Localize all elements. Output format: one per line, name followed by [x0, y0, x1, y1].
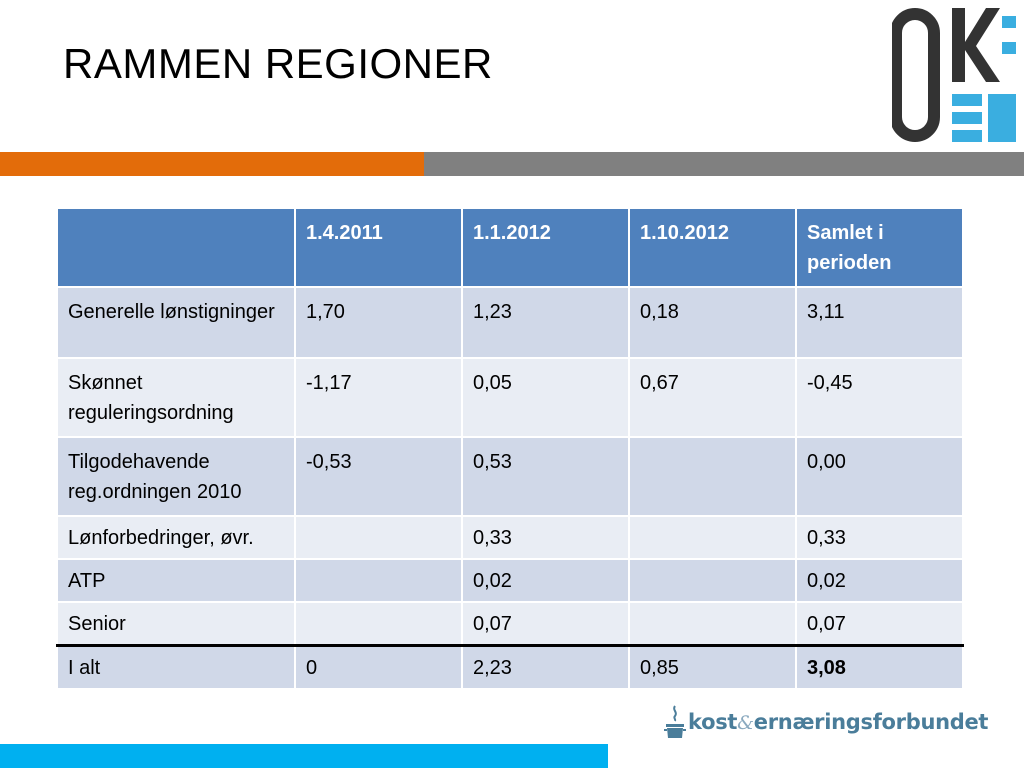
table-cell	[294, 515, 463, 560]
slide-title: RAMMEN REGIONER	[63, 40, 493, 87]
table-header-cell	[56, 207, 296, 288]
table-total-row: I alt 0 2,23 0,85 3,08	[56, 644, 964, 690]
brand-part1: kost	[688, 710, 738, 734]
grey-bar	[424, 152, 1024, 176]
table-cell	[294, 601, 463, 647]
table-header-cell: 1.1.2012	[461, 207, 630, 288]
table-header-cell: 1.4.2011	[294, 207, 463, 288]
grand-total-cell: 3,08	[795, 644, 964, 690]
table-header-cell: 1.10.2012	[628, 207, 797, 288]
brand-name: kost&ernæringsforbundet	[688, 710, 988, 734]
table-cell	[628, 515, 797, 560]
ok-logo-icon	[892, 8, 1016, 142]
row-label: Tilgodehavende reg.ordningen 2010	[56, 436, 296, 517]
header-divider-bar	[0, 152, 1024, 176]
table-cell: 0	[294, 644, 463, 690]
row-label: ATP	[56, 558, 296, 603]
row-label: Generelle lønstigninger	[56, 286, 296, 359]
table-cell: 0,07	[461, 601, 630, 647]
table-cell: 0,33	[795, 515, 964, 560]
table-cell: -0,45	[795, 357, 964, 438]
table-cell: 0,18	[628, 286, 797, 359]
orange-bar	[0, 152, 424, 176]
row-label: Lønforbedringer, øvr.	[56, 515, 296, 560]
table-cell: -0,53	[294, 436, 463, 517]
table-cell: 0,02	[795, 558, 964, 603]
table-row: Senior 0,07 0,07	[56, 601, 964, 647]
table-cell	[628, 601, 797, 647]
table-cell	[628, 558, 797, 603]
salary-frame-table: 1.4.2011 1.1.2012 1.10.2012 Samlet i per…	[56, 207, 964, 690]
table-cell: -1,17	[294, 357, 463, 438]
footer-brand-logo: kost&ernæringsforbundet	[664, 704, 988, 740]
row-label: Senior	[56, 601, 296, 647]
table-row: Generelle lønstigninger 1,70 1,23 0,18 3…	[56, 286, 964, 359]
brand-part2: ernæringsforbundet	[753, 710, 989, 734]
brand-ampersand: &	[737, 712, 754, 734]
table-row: Tilgodehavende reg.ordningen 2010 -0,53 …	[56, 436, 964, 517]
table-cell: 0,85	[628, 644, 797, 690]
cooking-pot-icon	[664, 705, 686, 738]
table-row: ATP 0,02 0,02	[56, 558, 964, 603]
table-header-row: 1.4.2011 1.1.2012 1.10.2012 Samlet i per…	[56, 207, 964, 288]
table-cell: 0,07	[795, 601, 964, 647]
table-cell: 0,05	[461, 357, 630, 438]
table-cell: 0,33	[461, 515, 630, 560]
table-cell	[294, 558, 463, 603]
table-cell: 0,53	[461, 436, 630, 517]
table-row: Lønforbedringer, øvr. 0,33 0,33	[56, 515, 964, 560]
table-cell	[628, 436, 797, 517]
row-label: Skønnet reguleringsordning	[56, 357, 296, 438]
row-label: I alt	[56, 644, 296, 690]
table-header-cell: Samlet i perioden	[795, 207, 964, 288]
table-cell: 2,23	[461, 644, 630, 690]
table-cell: 1,70	[294, 286, 463, 359]
table-cell: 0,02	[461, 558, 630, 603]
table-row: Skønnet reguleringsordning -1,17 0,05 0,…	[56, 357, 964, 438]
table-cell: 3,11	[795, 286, 964, 359]
table-cell: 0,00	[795, 436, 964, 517]
table-cell: 0,67	[628, 357, 797, 438]
footer-bar	[0, 744, 608, 768]
table-cell: 1,23	[461, 286, 630, 359]
